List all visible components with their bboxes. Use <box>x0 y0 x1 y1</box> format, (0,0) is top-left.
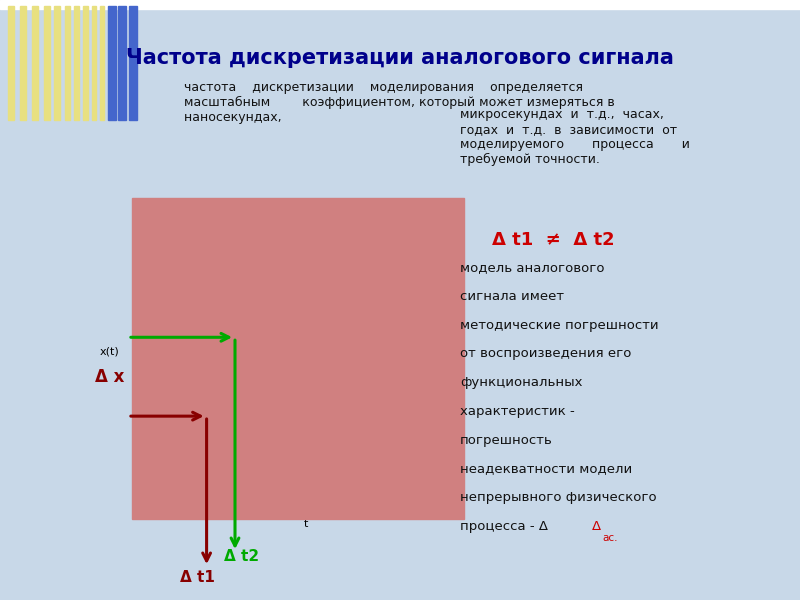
Text: непрерывного физического: непрерывного физического <box>460 491 657 505</box>
Text: Δ t2: Δ t2 <box>224 549 259 564</box>
Text: погрешность: погрешность <box>460 434 553 447</box>
Y-axis label: x(t): x(t) <box>99 347 119 357</box>
Text: от воспроизведения его: от воспроизведения его <box>460 347 631 361</box>
Text: неадекватности модели: неадекватности модели <box>460 463 632 476</box>
Text: методические погрешности: методические погрешности <box>460 319 658 332</box>
Text: модель аналогового: модель аналогового <box>460 261 605 274</box>
Text: процесса - Δ: процесса - Δ <box>460 520 548 533</box>
Text: функциональных: функциональных <box>460 376 582 389</box>
X-axis label: t: t <box>304 519 308 529</box>
Text: Δ x: Δ x <box>94 368 124 386</box>
Text: Δ t1: Δ t1 <box>179 570 214 585</box>
Text: Δ t1  ≠  Δ t2: Δ t1 ≠ Δ t2 <box>492 231 614 249</box>
Text: Частота дискретизации аналогового сигнала: Частота дискретизации аналогового сигнал… <box>126 48 674 68</box>
Text: характеристик -: характеристик - <box>460 405 574 418</box>
Text: Δ: Δ <box>592 520 601 533</box>
Text: сигнала имеет: сигнала имеет <box>460 290 564 303</box>
Text: микросекундах  и  т.д.,  часах,
годах  и  т.д.  в  зависимости  от
моделируемого: микросекундах и т.д., часах, годах и т.д… <box>460 108 690 166</box>
Text: частота    дискретизации    моделирования    определяется
        масштабным    : частота дискретизации моделирования опре… <box>152 81 614 124</box>
Text: ac.: ac. <box>602 533 618 544</box>
